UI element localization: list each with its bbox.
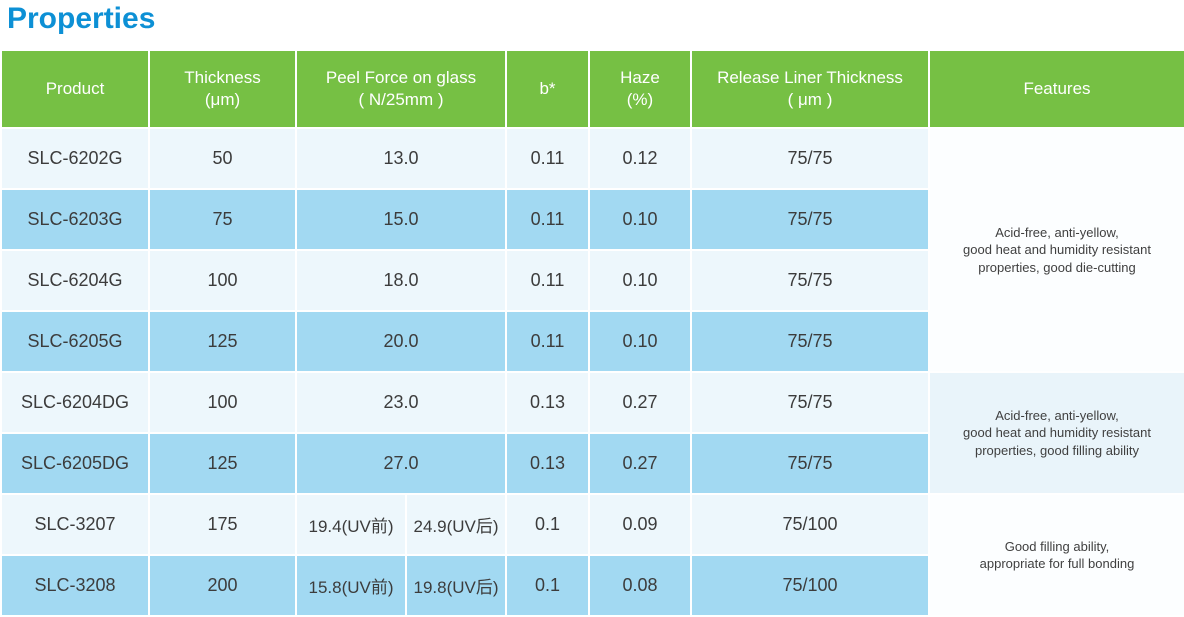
table-row: SLC-3207 175 19.4(UV前) 24.9(UV后) 0.1 0.0… <box>0 493 1184 617</box>
b-star-cell: 0.11 <box>505 249 590 312</box>
haze-cell: 0.10 <box>588 310 692 373</box>
peel-force-header: Peel Force on glass ( N/25mm ) <box>295 49 507 129</box>
release-liner-cell: 75/75 <box>690 188 930 251</box>
thickness-cell: 175 <box>148 493 297 556</box>
peel-force-pre-uv-cell: 19.4(UV前) <box>295 493 407 556</box>
product-cell: SLC-3208 <box>0 554 150 617</box>
peel-force-cell: 27.0 <box>295 432 507 495</box>
peel-force-post-uv-cell: 24.9(UV后) <box>405 493 507 556</box>
release-liner-header: Release Liner Thickness ( μm ) <box>690 49 930 129</box>
table-row: SLC-6202G 50 13.0 0.11 0.12 75/75 Acid-f… <box>0 127 1184 373</box>
product-cell: SLC-3207 <box>0 493 150 556</box>
b-star-cell: 0.13 <box>505 371 590 434</box>
haze-cell: 0.27 <box>588 371 692 434</box>
b-star-cell: 0.1 <box>505 554 590 617</box>
features-cell: Good filling ability, appropriate for fu… <box>928 493 1184 617</box>
features-header: Features <box>928 49 1184 129</box>
release-liner-cell: 75/75 <box>690 127 930 190</box>
features-cell: Acid-free, anti-yellow, good heat and hu… <box>928 127 1184 373</box>
product-header: Product <box>0 49 150 129</box>
table-row: SLC-6205G 125 20.0 0.11 0.10 75/75 <box>0 310 1184 373</box>
release-liner-cell: 75/75 <box>690 432 930 495</box>
features-cell: Acid-free, anti-yellow, good heat and hu… <box>928 371 1184 495</box>
title-bar: Properties <box>0 0 1184 49</box>
b-star-cell: 0.13 <box>505 432 590 495</box>
product-cell: SLC-6205DG <box>0 432 150 495</box>
thickness-cell: 100 <box>148 371 297 434</box>
release-liner-cell: 75/100 <box>690 493 930 556</box>
haze-cell: 0.09 <box>588 493 692 556</box>
properties-table: Product Thickness (μm) Peel Force on gla… <box>0 49 1184 617</box>
thickness-cell: 125 <box>148 310 297 373</box>
thickness-cell: 100 <box>148 249 297 312</box>
thickness-cell: 50 <box>148 127 297 190</box>
release-liner-cell: 75/75 <box>690 371 930 434</box>
b-star-header: b* <box>505 49 590 129</box>
release-liner-cell: 75/100 <box>690 554 930 617</box>
page-title: Properties <box>7 2 156 35</box>
b-star-cell: 0.11 <box>505 310 590 373</box>
b-star-cell: 0.1 <box>505 493 590 556</box>
product-cell: SLC-6205G <box>0 310 150 373</box>
haze-cell: 0.08 <box>588 554 692 617</box>
peel-force-cell: 18.0 <box>295 249 507 312</box>
thickness-cell: 75 <box>148 188 297 251</box>
peel-force-post-uv-cell: 19.8(UV后) <box>405 554 507 617</box>
b-star-cell: 0.11 <box>505 188 590 251</box>
table-row: SLC-3208 200 15.8(UV前) 19.8(UV后) 0.1 0.0… <box>0 554 1184 617</box>
table-row: SLC-6205DG 125 27.0 0.13 0.27 75/75 <box>0 432 1184 495</box>
release-liner-cell: 75/75 <box>690 310 930 373</box>
thickness-header: Thickness (μm) <box>148 49 297 129</box>
peel-force-pre-uv-cell: 15.8(UV前) <box>295 554 407 617</box>
table-row: SLC-6203G 75 15.0 0.11 0.10 75/75 <box>0 188 1184 251</box>
release-liner-cell: 75/75 <box>690 249 930 312</box>
haze-cell: 0.10 <box>588 249 692 312</box>
header-row: Product Thickness (μm) Peel Force on gla… <box>0 49 1184 129</box>
table-row: SLC-6204DG 100 23.0 0.13 0.27 75/75 Acid… <box>0 371 1184 495</box>
product-cell: SLC-6204G <box>0 249 150 312</box>
thickness-cell: 200 <box>148 554 297 617</box>
product-cell: SLC-6203G <box>0 188 150 251</box>
haze-header: Haze (%) <box>588 49 692 129</box>
haze-cell: 0.10 <box>588 188 692 251</box>
peel-force-cell: 23.0 <box>295 371 507 434</box>
table-row: SLC-6204G 100 18.0 0.11 0.10 75/75 <box>0 249 1184 312</box>
peel-force-cell: 13.0 <box>295 127 507 190</box>
product-cell: SLC-6204DG <box>0 371 150 434</box>
haze-cell: 0.27 <box>588 432 692 495</box>
haze-cell: 0.12 <box>588 127 692 190</box>
product-cell: SLC-6202G <box>0 127 150 190</box>
b-star-cell: 0.11 <box>505 127 590 190</box>
peel-force-cell: 15.0 <box>295 188 507 251</box>
peel-force-cell: 20.0 <box>295 310 507 373</box>
thickness-cell: 125 <box>148 432 297 495</box>
